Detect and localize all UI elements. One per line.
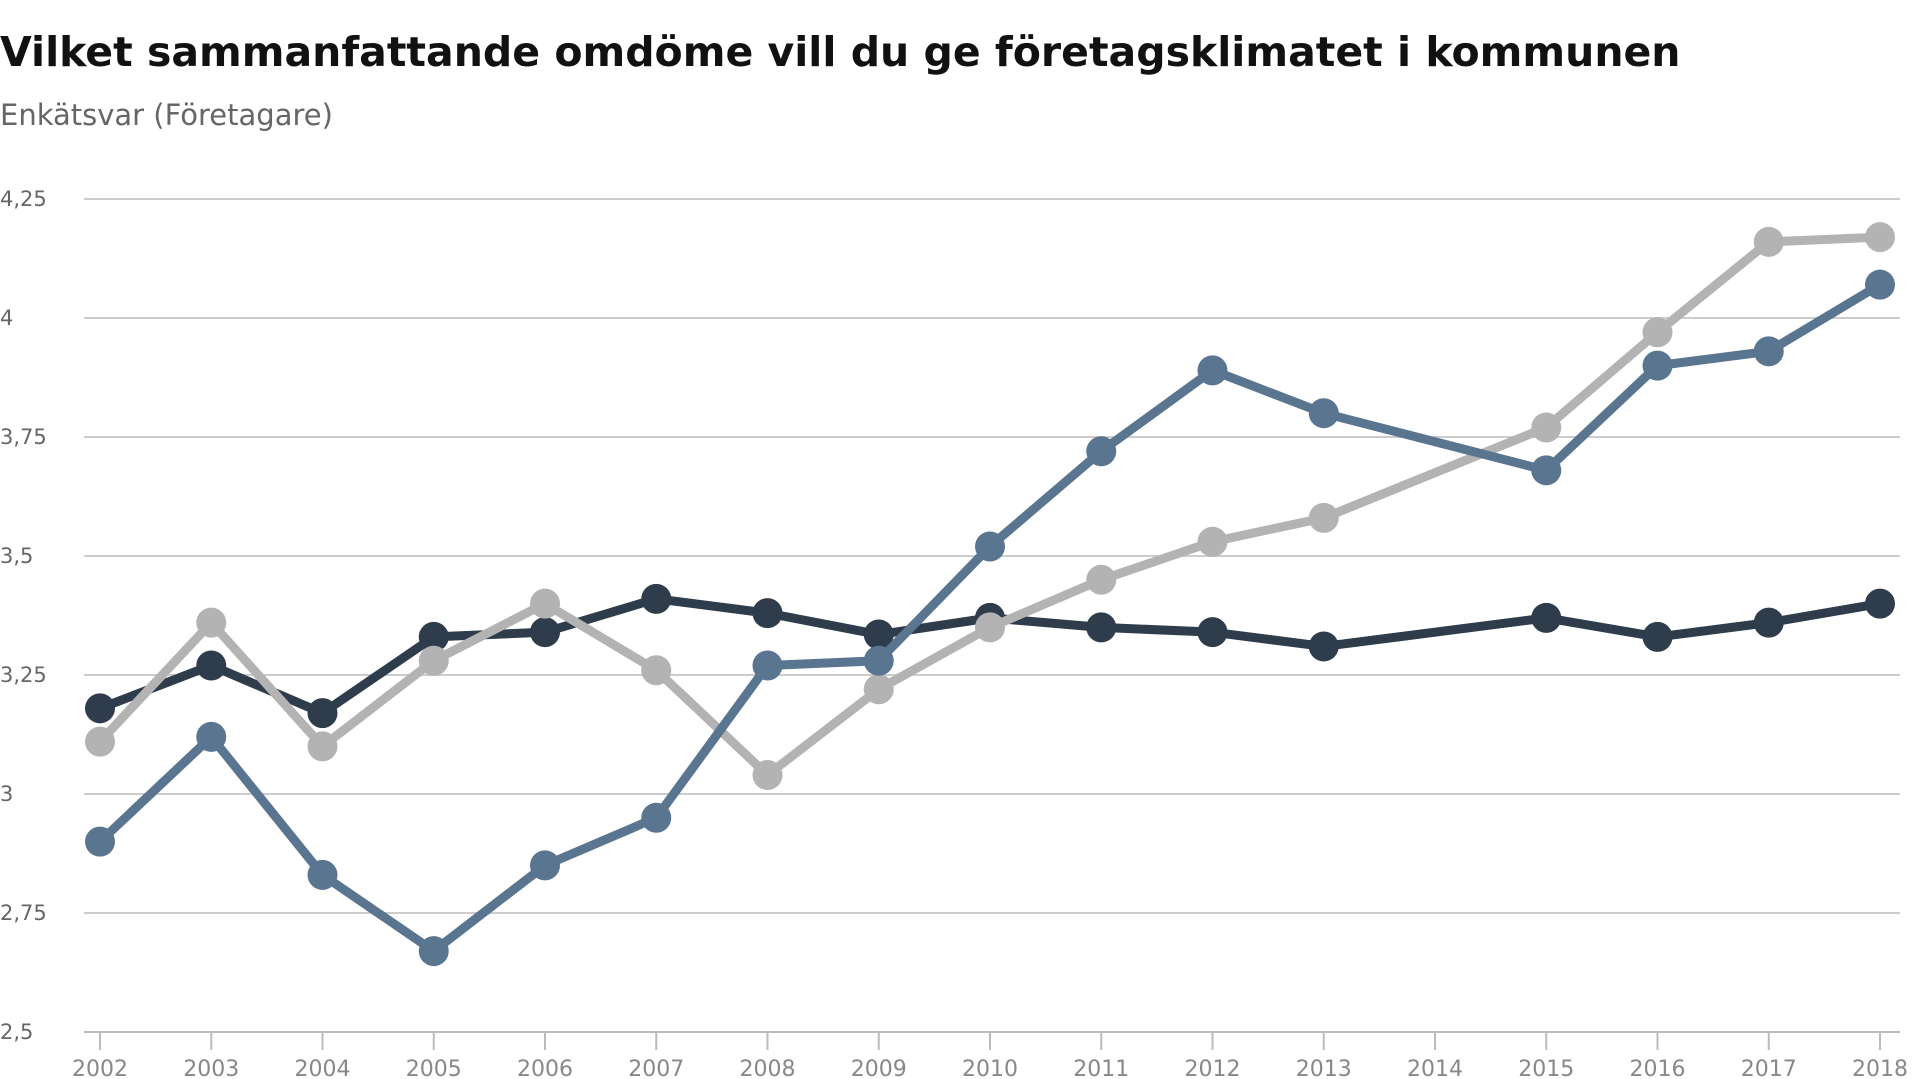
- series-line-dark: [98, 594, 1881, 718]
- data-point-dark: [1865, 588, 1895, 619]
- x-tick-label: 2002: [72, 1057, 128, 1079]
- x-tick-label: 2003: [183, 1057, 239, 1079]
- x-tick-label: 2005: [406, 1057, 462, 1079]
- data-point-dark: [196, 650, 227, 681]
- x-tick-label: 2009: [851, 1057, 907, 1079]
- data-point-blue: [196, 721, 227, 752]
- data-point-blue: [1086, 436, 1117, 467]
- gridlines: [84, 198, 1900, 1033]
- data-point-gray: [1642, 317, 1673, 348]
- data-point-dark: [1753, 607, 1784, 638]
- data-point-gray: [1197, 526, 1228, 557]
- data-point-dark: [85, 693, 115, 724]
- x-tick-label: 2007: [628, 1057, 684, 1079]
- x-tick-label: 2013: [1296, 1057, 1352, 1079]
- data-point-gray: [641, 655, 672, 686]
- chart-subtitle: Enkätsvar (Företagare): [0, 98, 333, 132]
- y-tick-label: 4,25: [0, 187, 47, 211]
- data-point-dark: [418, 621, 449, 652]
- y-tick-label: 3,5: [0, 544, 33, 568]
- data-point-dark: [1086, 612, 1117, 643]
- chart-title: Vilket sammanfattande omdöme vill du ge …: [0, 28, 1681, 76]
- data-point-blue: [1642, 350, 1673, 381]
- data-point-blue: [307, 859, 338, 890]
- x-tick-label: 2018: [1852, 1057, 1908, 1079]
- data-point-gray: [1753, 226, 1784, 257]
- data-point-blue: [1753, 336, 1784, 367]
- data-point-gray: [1865, 222, 1895, 253]
- data-point-dark: [641, 583, 672, 614]
- series-line-gray: [96, 232, 1881, 780]
- data-point-gray: [975, 612, 1005, 643]
- data-point-dark: [863, 619, 894, 650]
- data-point-gray: [418, 645, 449, 676]
- data-point-gray: [85, 726, 115, 757]
- data-point-gray: [196, 607, 227, 638]
- series-line-blue: [96, 280, 1883, 956]
- data-point-gray: [752, 759, 783, 790]
- data-point-gray: [307, 731, 338, 762]
- x-tick-label: 2014: [1407, 1057, 1463, 1079]
- data-point-blue: [1531, 455, 1562, 486]
- data-point-blue: [530, 850, 560, 881]
- series-group: [85, 222, 1895, 967]
- data-point-blue: [1197, 355, 1228, 386]
- series-gray: [85, 222, 1895, 790]
- series-dark: [85, 583, 1895, 729]
- x-tick-label: 2011: [1073, 1057, 1129, 1079]
- x-tick-label: 2004: [295, 1057, 351, 1079]
- data-point-blue: [752, 650, 783, 681]
- x-tick-label: 2010: [962, 1057, 1018, 1079]
- data-point-gray: [530, 588, 560, 619]
- data-point-gray: [863, 674, 894, 705]
- data-point-dark: [1642, 621, 1673, 652]
- y-tick-label: 2,5: [0, 1020, 33, 1044]
- x-tick-label: 2016: [1630, 1057, 1686, 1079]
- data-point-blue: [85, 826, 115, 857]
- data-point-blue: [641, 802, 672, 833]
- y-tick-label: 3,25: [0, 663, 47, 687]
- data-point-blue: [1865, 269, 1895, 300]
- y-axis: 2,5 2,75 3 3,25 3,5 3,75 4 4,25: [0, 187, 47, 1044]
- data-point-gray: [1086, 564, 1117, 595]
- data-point-blue: [863, 645, 894, 676]
- y-tick-label: 3: [0, 782, 13, 806]
- x-tick-label: 2006: [517, 1057, 573, 1079]
- data-point-dark: [752, 598, 783, 629]
- x-tick-label: 2012: [1185, 1057, 1241, 1079]
- x-tick-label: 2017: [1741, 1057, 1797, 1079]
- data-point-dark: [1197, 617, 1228, 648]
- series-blue: [85, 269, 1895, 967]
- data-point-dark: [1308, 631, 1339, 662]
- x-axis: 2002 2003 2004 2005 2006 2007 2008 2009 2010 2011…: [72, 1032, 1908, 1079]
- data-point-dark: [530, 617, 560, 648]
- y-tick-label: 4: [0, 306, 13, 330]
- data-point-gray: [1531, 412, 1562, 443]
- y-tick-label: 2,75: [0, 901, 47, 925]
- data-point-dark: [307, 698, 338, 729]
- data-point-blue: [1308, 398, 1339, 429]
- data-point-gray: [1308, 502, 1339, 533]
- data-point-blue: [418, 936, 449, 967]
- data-point-dark: [1531, 602, 1562, 633]
- data-point-blue: [975, 531, 1005, 562]
- x-tick-label: 2015: [1518, 1057, 1574, 1079]
- y-tick-label: 3,75: [0, 425, 47, 449]
- x-tick-label: 2008: [740, 1057, 796, 1079]
